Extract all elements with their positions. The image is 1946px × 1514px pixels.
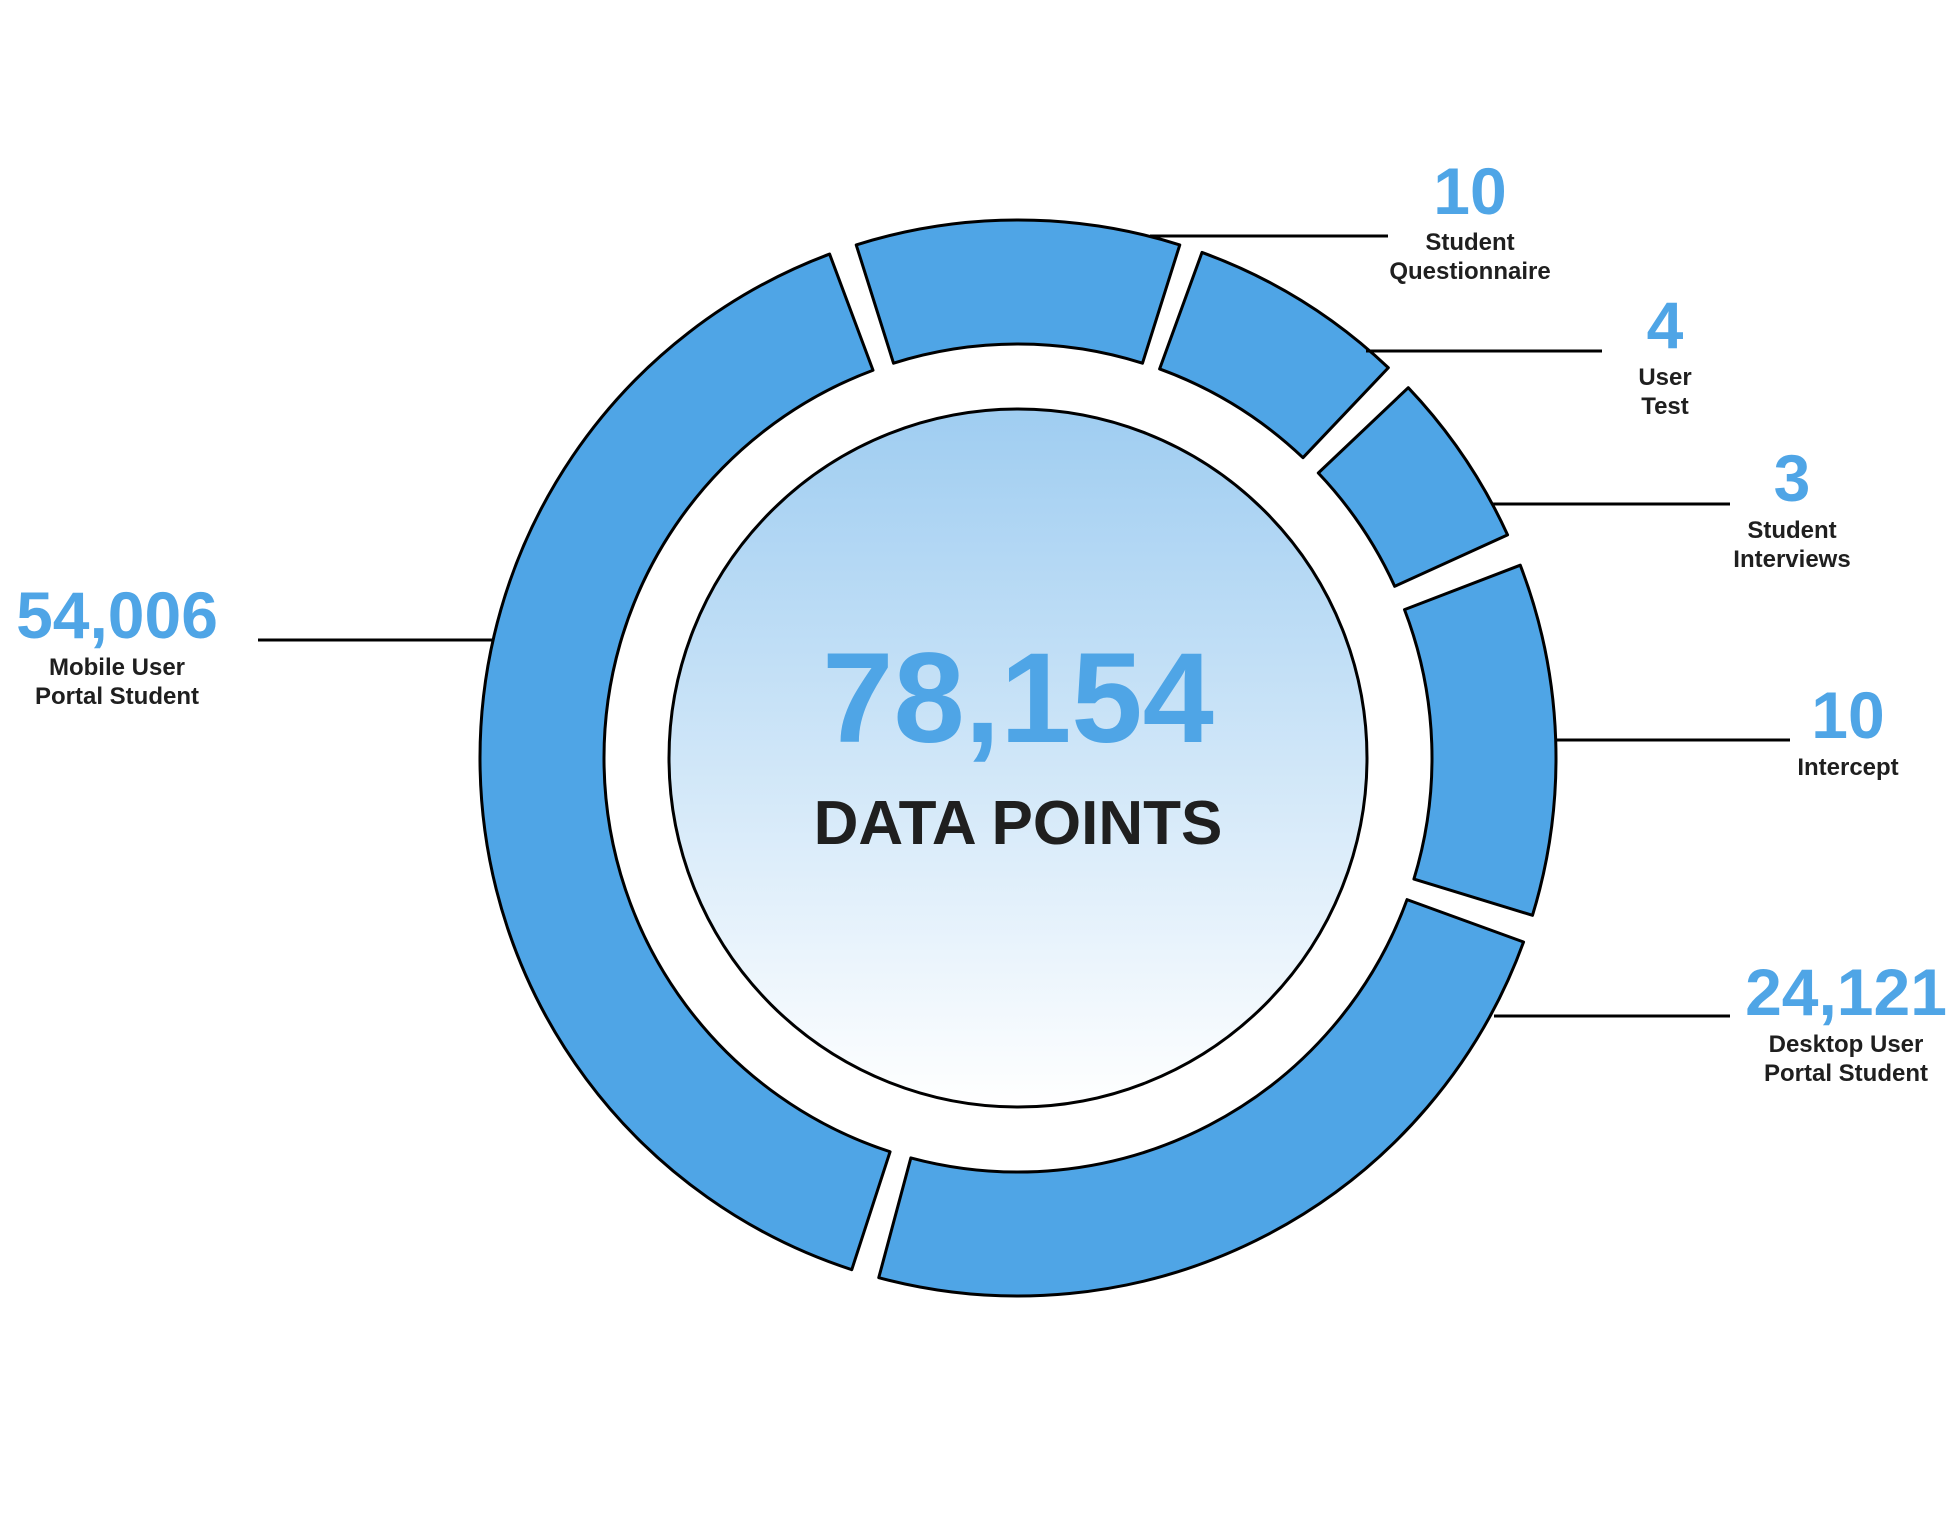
slice-label-5-line-0: Mobile User bbox=[49, 654, 185, 681]
donut-segment-3 bbox=[1403, 563, 1558, 917]
donut-segment-5 bbox=[478, 252, 892, 1272]
donut-segments bbox=[478, 218, 1558, 1298]
slice-value-0: 10 bbox=[1433, 154, 1506, 228]
slice-value-5: 54,006 bbox=[16, 578, 218, 652]
slice-label-0-line-1: Questionnaire bbox=[1389, 258, 1550, 285]
center-total: 78,154 bbox=[822, 627, 1214, 770]
slice-label-4-line-0: Desktop User bbox=[1769, 1031, 1924, 1058]
slice-label-4-line-1: Portal Student bbox=[1764, 1060, 1928, 1087]
slice-label-5-line-1: Portal Student bbox=[35, 683, 199, 710]
slice-value-3: 10 bbox=[1811, 678, 1884, 752]
donut-segment-1 bbox=[1158, 250, 1390, 460]
slice-label-1-line-0: User bbox=[1638, 364, 1691, 391]
slice-value-4: 24,121 bbox=[1745, 955, 1946, 1029]
slice-label-2-line-1: Interviews bbox=[1733, 546, 1850, 573]
slice-label-1-line-1: Test bbox=[1641, 393, 1689, 420]
slice-label-2-line-0: Student bbox=[1747, 517, 1836, 544]
slice-label-3-line-0: Intercept bbox=[1797, 754, 1898, 781]
slice-labels: 10StudentQuestionnaire4UserTest3StudentI… bbox=[16, 154, 1946, 1087]
slice-label-0-line-0: Student bbox=[1425, 229, 1514, 256]
donut-segment-4 bbox=[877, 898, 1526, 1298]
slice-value-1: 4 bbox=[1647, 288, 1684, 362]
donut-segment-2 bbox=[1316, 386, 1510, 588]
center-disc bbox=[667, 407, 1369, 1109]
slice-value-2: 3 bbox=[1774, 441, 1811, 515]
leader-lines bbox=[258, 234, 1790, 1018]
center-caption: DATA POINTS bbox=[814, 789, 1223, 858]
donut-segment-0 bbox=[854, 218, 1182, 365]
